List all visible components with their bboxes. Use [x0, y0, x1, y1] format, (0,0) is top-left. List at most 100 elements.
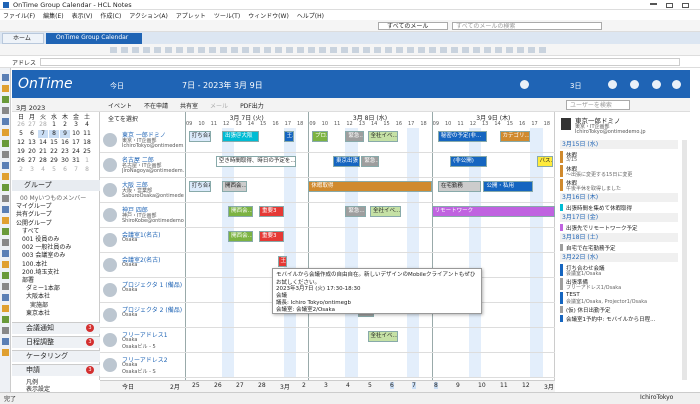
toolbar-button[interactable] — [275, 47, 282, 53]
menu-item[interactable]: ファイル(F) — [3, 12, 36, 20]
toolbar-button[interactable] — [198, 47, 205, 53]
entry-text[interactable]: 出張時間を集めて休暇取得 — [566, 206, 633, 212]
nav-icon[interactable] — [2, 173, 9, 180]
minical-day[interactable]: 10 — [72, 130, 80, 137]
event[interactable]: 王... — [277, 256, 288, 267]
minical-day[interactable]: 18 — [83, 139, 91, 146]
toolbar-button[interactable] — [209, 47, 216, 53]
section-header[interactable]: 会議通知 — [12, 322, 100, 334]
minical-day[interactable]: 3 — [74, 121, 78, 128]
event[interactable]: 重要3 — [259, 231, 284, 242]
person-name[interactable]: 大阪 三郎 — [122, 182, 148, 189]
toolbar-button[interactable] — [286, 47, 293, 53]
toolbar-button[interactable] — [110, 47, 117, 53]
section-header[interactable]: ケータリング — [12, 350, 100, 362]
toolbar-button[interactable] — [451, 47, 458, 53]
minical-day[interactable]: 5 — [52, 166, 56, 173]
window-control[interactable] — [666, 3, 673, 8]
minical-day[interactable]: 28 — [39, 157, 47, 164]
action-button[interactable]: PDF出力 — [240, 102, 264, 110]
timeline-label[interactable]: 25 — [192, 382, 200, 389]
toolbar-button[interactable] — [143, 47, 150, 53]
person-name[interactable]: フリーアドレス2 — [122, 357, 168, 364]
view-select[interactable]: 3日 — [570, 82, 582, 90]
toolbar-button[interactable] — [363, 47, 370, 53]
window-control[interactable] — [650, 3, 657, 5]
group-item[interactable]: ダミー1本部 — [26, 285, 60, 293]
timeline-label[interactable]: 4 — [346, 382, 350, 389]
event[interactable]: 休暇取得 — [308, 181, 432, 192]
header-icon[interactable] — [652, 80, 661, 89]
minical-day[interactable]: 6 — [63, 166, 67, 173]
minical-day[interactable]: 22 — [50, 148, 58, 155]
select-all[interactable]: 全てを選択 — [108, 116, 138, 123]
group-item[interactable]: 公開グループ — [16, 219, 52, 227]
minical-day[interactable]: 2 — [63, 121, 67, 128]
nav-icon[interactable] — [2, 162, 9, 169]
event[interactable]: 開西会... — [222, 181, 247, 192]
event[interactable]: 打ち合わ... — [188, 131, 211, 142]
person-name[interactable]: プロジェクタ 2 (備品) — [122, 307, 183, 314]
person-name[interactable]: 名古屋 二郎 — [122, 157, 154, 164]
nav-icon[interactable] — [2, 184, 9, 191]
nav-icon[interactable] — [2, 140, 9, 147]
toolbar-button[interactable] — [374, 47, 381, 53]
nav-icon[interactable] — [2, 228, 9, 235]
minical-day[interactable]: 17 — [72, 139, 80, 146]
minical-day[interactable]: 14 — [39, 139, 47, 146]
minical-day[interactable]: 19 — [17, 148, 25, 155]
toolbar-button[interactable] — [308, 47, 315, 53]
toolbar-button[interactable] — [187, 47, 194, 53]
toolbar-button[interactable] — [121, 47, 128, 53]
nav-icon[interactable] — [2, 250, 9, 257]
tab[interactable]: OnTime Group Calendar — [46, 33, 142, 44]
event[interactable]: 緊急... — [345, 206, 367, 217]
minical-day[interactable]: 27 — [28, 157, 36, 164]
entry-text[interactable]: 出張先でリモートワーク予定 — [566, 226, 638, 232]
timeline-label[interactable]: 11 — [500, 382, 508, 389]
toolbar-button[interactable] — [473, 47, 480, 53]
event[interactable]: 在宅勤務 — [437, 181, 481, 192]
event[interactable]: 重要3 — [259, 206, 284, 217]
event[interactable]: リモートワーク — [431, 206, 555, 217]
today-button[interactable]: 今日 — [110, 82, 124, 90]
timeline-label[interactable]: 2月 — [170, 384, 180, 391]
event[interactable]: バス... — [536, 156, 553, 167]
entry-text[interactable]: 休暇 — [566, 181, 578, 187]
timeline-label[interactable]: 3月 — [544, 384, 554, 391]
nav-icon[interactable] — [2, 305, 9, 312]
minical-day[interactable]: 24 — [72, 148, 80, 155]
event[interactable]: 出張＠大阪 — [222, 131, 259, 142]
nav-icon[interactable] — [2, 195, 9, 202]
toolbar-button[interactable] — [407, 47, 414, 53]
group-item[interactable]: すべて — [22, 227, 40, 235]
toolbar-button[interactable] — [330, 47, 337, 53]
minical-day[interactable]: 1 — [85, 157, 89, 164]
action-button[interactable]: メール — [210, 102, 229, 110]
menu-item[interactable]: アクション(A) — [129, 12, 168, 20]
person-name[interactable]: 会議室2(名古) — [122, 257, 161, 264]
nav-icon[interactable] — [2, 239, 9, 246]
person-name[interactable]: 会議室1(名古) — [122, 232, 161, 239]
group-item[interactable]: 001 役員のみ — [22, 236, 60, 243]
nav-icon[interactable] — [2, 96, 9, 103]
toolbar-button[interactable] — [495, 47, 502, 53]
nav-icon[interactable] — [2, 338, 9, 345]
group-item[interactable]: 部署 — [22, 277, 35, 284]
nav-icon[interactable] — [2, 217, 9, 224]
timeline-label[interactable]: 9 — [456, 382, 460, 389]
toolbar-button[interactable] — [484, 47, 491, 53]
toolbar-button[interactable] — [352, 47, 359, 53]
minical-day[interactable]: 27 — [28, 121, 36, 128]
minical-day[interactable]: 7 — [74, 166, 78, 173]
group-item[interactable]: 200.埼玉支社 — [22, 268, 60, 276]
header-icon[interactable] — [608, 80, 617, 89]
toolbar-button[interactable] — [319, 47, 326, 53]
event[interactable]: カテゴリ... — [499, 131, 531, 142]
nav-icon[interactable] — [2, 283, 9, 290]
timeline-label[interactable]: 26 — [214, 382, 222, 389]
timeline-label[interactable]: 10 — [478, 382, 486, 389]
action-button[interactable]: イベント — [108, 102, 133, 110]
header-icon[interactable] — [520, 80, 529, 89]
entry-text[interactable]: TEST — [566, 292, 580, 298]
